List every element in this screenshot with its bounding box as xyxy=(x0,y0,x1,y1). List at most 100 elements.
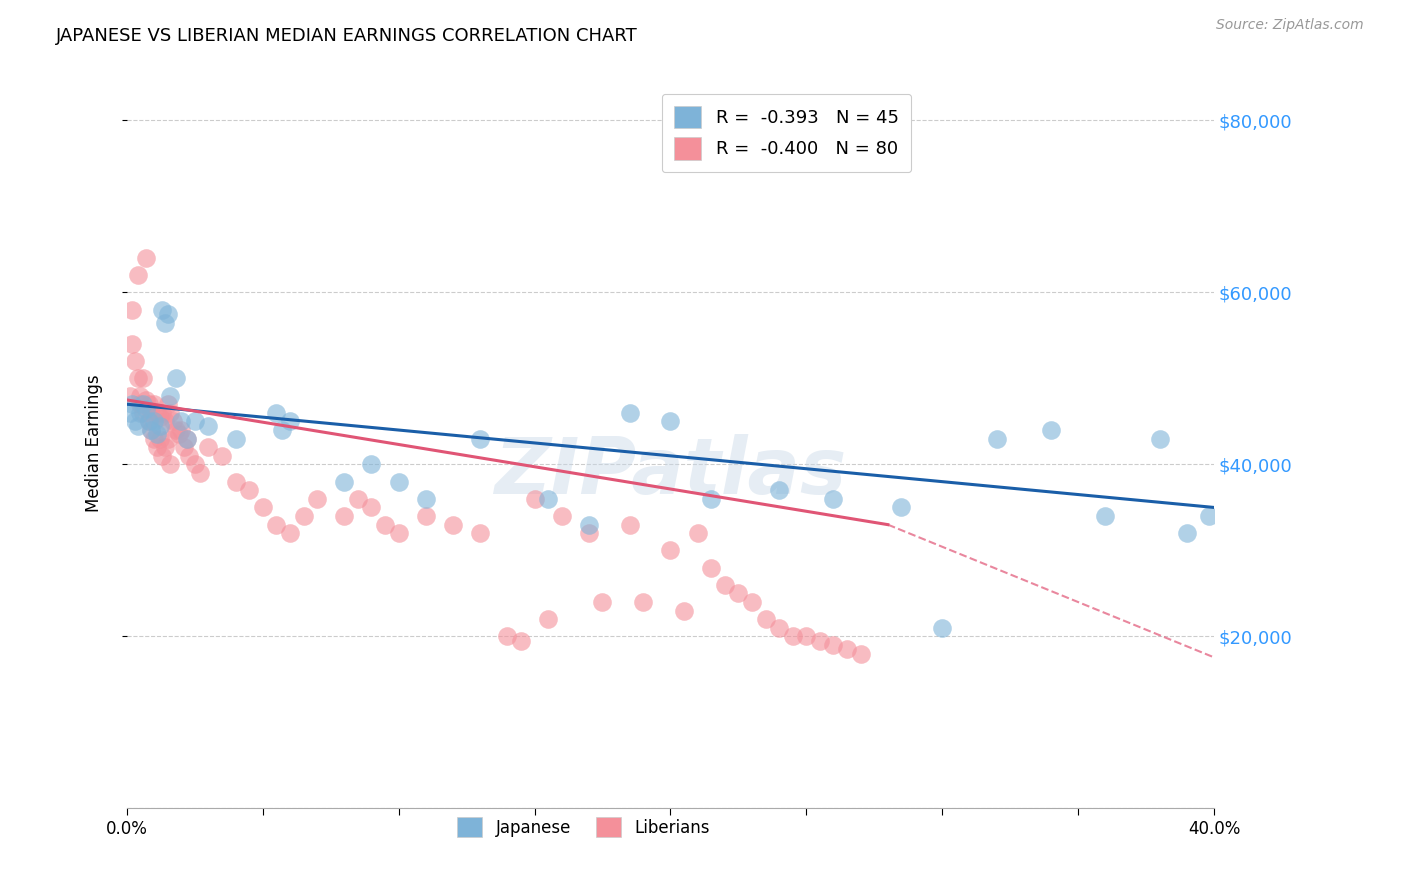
Point xyxy=(441,517,464,532)
Point xyxy=(173,440,195,454)
Point xyxy=(148,418,170,433)
Point xyxy=(159,458,181,472)
Point xyxy=(537,491,560,506)
Point xyxy=(197,418,219,433)
Point xyxy=(1039,423,1062,437)
Point xyxy=(153,440,176,454)
Point xyxy=(292,509,315,524)
Point xyxy=(225,432,247,446)
Point xyxy=(188,466,211,480)
Point xyxy=(148,432,170,446)
Point xyxy=(768,483,790,498)
Point xyxy=(347,491,370,506)
Point xyxy=(132,406,155,420)
Point xyxy=(118,389,141,403)
Point xyxy=(808,633,831,648)
Point xyxy=(278,414,301,428)
Point xyxy=(415,509,437,524)
Point xyxy=(931,621,953,635)
Point xyxy=(179,449,201,463)
Point xyxy=(1198,509,1220,524)
Legend: Japanese, Liberians: Japanese, Liberians xyxy=(450,810,717,844)
Point xyxy=(124,414,146,428)
Point xyxy=(823,491,845,506)
Point xyxy=(129,397,152,411)
Point xyxy=(197,440,219,454)
Point xyxy=(176,432,198,446)
Point xyxy=(156,397,179,411)
Point xyxy=(754,612,776,626)
Point xyxy=(835,642,858,657)
Point xyxy=(146,427,169,442)
Point xyxy=(132,397,155,411)
Point xyxy=(135,392,157,407)
Point xyxy=(138,414,160,428)
Point xyxy=(153,316,176,330)
Point xyxy=(333,475,356,489)
Point xyxy=(713,578,735,592)
Point xyxy=(659,543,682,558)
Point xyxy=(470,526,492,541)
Text: ZIPatlas: ZIPatlas xyxy=(495,434,846,510)
Point xyxy=(211,449,233,463)
Point xyxy=(146,440,169,454)
Point xyxy=(388,475,411,489)
Point xyxy=(170,414,193,428)
Point xyxy=(849,647,872,661)
Y-axis label: Median Earnings: Median Earnings xyxy=(86,374,103,512)
Point xyxy=(129,406,152,420)
Point xyxy=(470,432,492,446)
Point xyxy=(156,307,179,321)
Point xyxy=(727,586,749,600)
Point xyxy=(686,526,709,541)
Point xyxy=(165,423,187,437)
Point xyxy=(1094,509,1116,524)
Point xyxy=(150,449,173,463)
Point xyxy=(138,397,160,411)
Point xyxy=(659,414,682,428)
Point xyxy=(986,432,1008,446)
Point xyxy=(388,526,411,541)
Point xyxy=(148,410,170,425)
Point xyxy=(150,406,173,420)
Point xyxy=(578,517,600,532)
Point xyxy=(768,621,790,635)
Point xyxy=(138,414,160,428)
Point xyxy=(132,371,155,385)
Point xyxy=(523,491,546,506)
Point xyxy=(374,517,396,532)
Point xyxy=(741,595,763,609)
Point xyxy=(165,371,187,385)
Point xyxy=(141,423,163,437)
Point xyxy=(307,491,329,506)
Point xyxy=(184,458,207,472)
Point xyxy=(143,397,166,411)
Point xyxy=(225,475,247,489)
Point xyxy=(162,414,184,428)
Point xyxy=(700,560,723,574)
Point xyxy=(333,509,356,524)
Point xyxy=(146,406,169,420)
Text: JAPANESE VS LIBERIAN MEDIAN EARNINGS CORRELATION CHART: JAPANESE VS LIBERIAN MEDIAN EARNINGS COR… xyxy=(56,27,638,45)
Point xyxy=(141,406,163,420)
Point xyxy=(782,630,804,644)
Point xyxy=(167,427,190,442)
Point xyxy=(890,500,912,515)
Point xyxy=(1149,432,1171,446)
Point xyxy=(619,517,641,532)
Point xyxy=(270,423,292,437)
Point xyxy=(496,630,519,644)
Point xyxy=(159,389,181,403)
Point xyxy=(551,509,574,524)
Point xyxy=(266,406,288,420)
Point xyxy=(143,432,166,446)
Point xyxy=(360,458,382,472)
Point xyxy=(360,500,382,515)
Point xyxy=(127,268,149,283)
Point xyxy=(150,302,173,317)
Point xyxy=(124,354,146,368)
Point xyxy=(121,337,143,351)
Point xyxy=(823,638,845,652)
Point xyxy=(510,633,533,648)
Point xyxy=(415,491,437,506)
